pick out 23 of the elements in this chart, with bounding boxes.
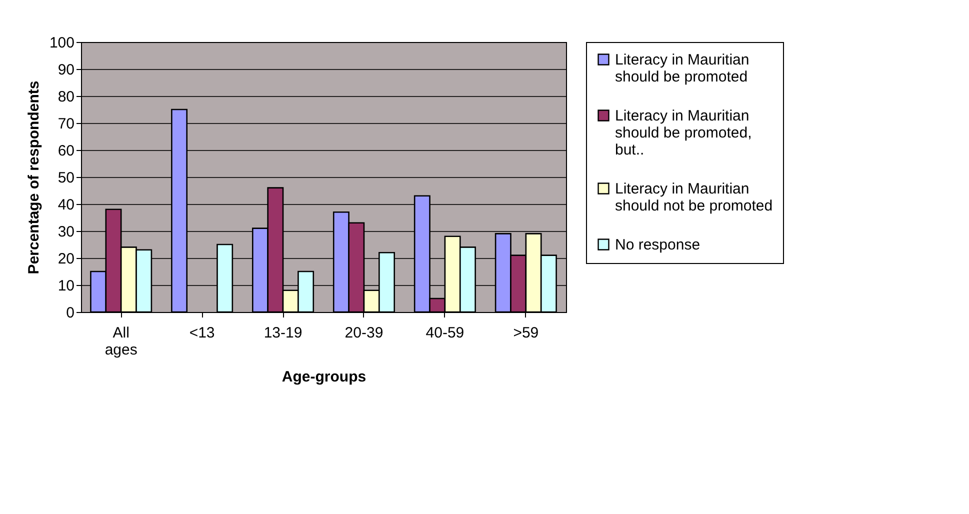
y-tick-label: 90 xyxy=(58,62,74,78)
y-tick-label: 40 xyxy=(58,196,74,214)
y-tick-label: 50 xyxy=(58,170,74,186)
y-axis-title: Percentage of respondents xyxy=(25,80,42,274)
x-tick-label: >59 xyxy=(513,324,539,342)
y-tick-label: 10 xyxy=(58,278,74,294)
legend-label: No response xyxy=(615,236,700,254)
x-tick-label: 13-19 xyxy=(264,324,302,342)
x-tick-label: 40-59 xyxy=(426,324,464,342)
y-tick-label: 0 xyxy=(66,304,74,322)
legend-label: Literacy in Mauritian should be promoted xyxy=(615,52,750,86)
y-tick-label: 30 xyxy=(58,224,74,240)
y-tick-label: 20 xyxy=(58,250,74,268)
legend-label: Literacy in Mauritian should not be promoted xyxy=(615,180,773,214)
x-tick-label: <13 xyxy=(189,324,215,342)
legend-label: Literacy in Mauritian should be promoted, but.. xyxy=(615,108,752,158)
y-tick-label: 80 xyxy=(58,88,74,106)
y-tick-label: 60 xyxy=(58,142,74,160)
y-tick-label: 100 xyxy=(49,34,74,52)
x-tick-label: All ages xyxy=(104,324,138,358)
x-tick-label: 20-39 xyxy=(344,324,384,342)
x-axis-title: Age-groups xyxy=(282,368,366,386)
y-tick-label: 70 xyxy=(58,116,74,132)
